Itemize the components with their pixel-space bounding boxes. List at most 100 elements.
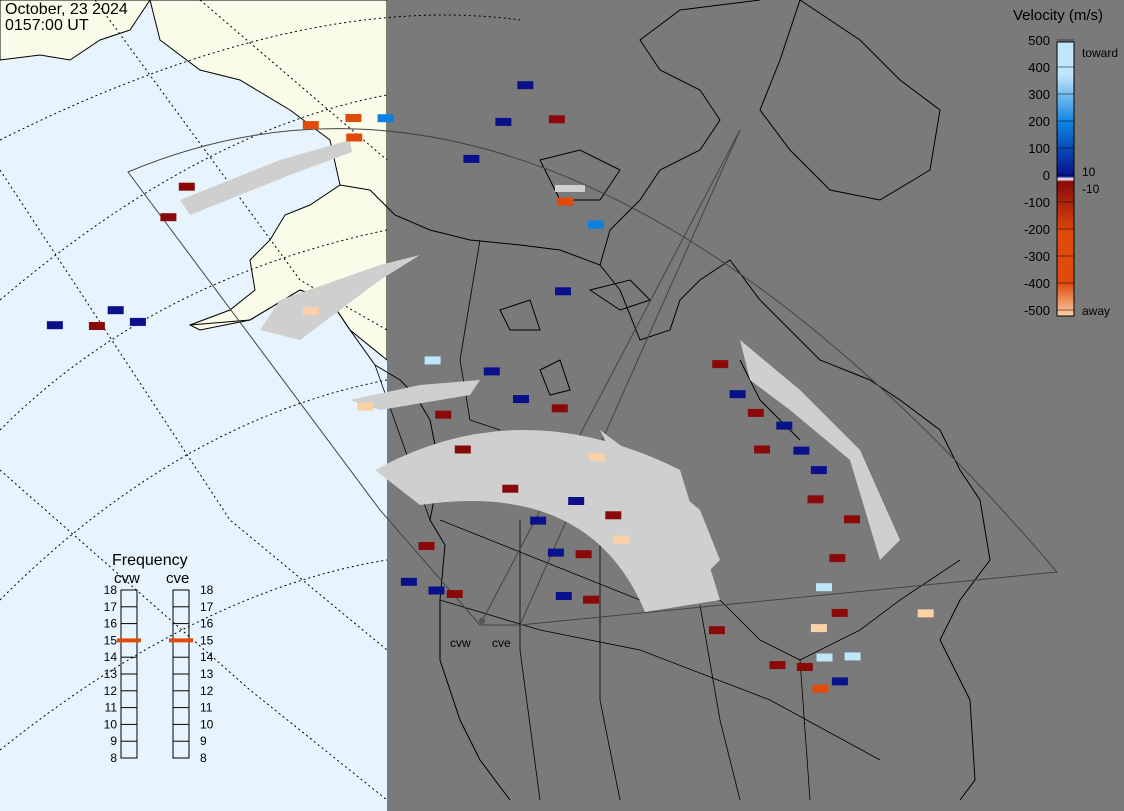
velocity-toward-label: toward bbox=[1082, 46, 1118, 60]
date-label: October, 23 2024 bbox=[5, 1, 128, 18]
velocity-tick-label: -500 bbox=[1024, 303, 1050, 318]
frequency-tick-label: 11 bbox=[105, 701, 118, 715]
velocity-cell bbox=[547, 548, 564, 557]
velocity-cell bbox=[810, 466, 827, 475]
velocity-cell bbox=[816, 653, 833, 662]
velocity-cell bbox=[517, 81, 534, 90]
velocity-cell bbox=[302, 307, 319, 316]
frequency-tick-label: 9 bbox=[110, 734, 117, 748]
velocity-cell bbox=[810, 624, 827, 633]
frequency-legend-title: Frequency bbox=[112, 552, 188, 569]
frequency-tick-label: 13 bbox=[104, 667, 118, 681]
velocity-colorbar bbox=[1056, 41, 1075, 317]
velocity-legend: Velocity (m/s) 500 400 300 200 100 0 -100 -200 -… bbox=[1013, 7, 1118, 318]
radar-field-of-view bbox=[127, 128, 1059, 626]
velocity-cell bbox=[178, 182, 195, 191]
frequency-tick-label: 17 bbox=[104, 600, 118, 614]
velocity-tick-label: 100 bbox=[1028, 141, 1050, 156]
velocity-tick-label: 500 bbox=[1028, 33, 1050, 48]
frequency-tick-label: 10 bbox=[200, 717, 214, 731]
velocity-cell bbox=[831, 677, 848, 686]
time-label: 0157:00 UT bbox=[5, 17, 89, 34]
radar-site-label-cve: cve bbox=[492, 636, 511, 650]
velocity-cell bbox=[829, 554, 846, 563]
velocity-cell bbox=[463, 154, 480, 163]
velocity-cell bbox=[377, 114, 394, 123]
velocity-cell bbox=[575, 550, 592, 559]
frequency-tick-label: 9 bbox=[200, 734, 207, 748]
velocity-cell bbox=[495, 117, 512, 126]
frequency-legend: Frequency cvw18171615141312111098cve1817… bbox=[104, 552, 214, 765]
velocity-cell bbox=[446, 590, 463, 598]
velocity-tick-label: 400 bbox=[1028, 60, 1050, 75]
frequency-tick-label: 18 bbox=[104, 583, 118, 597]
velocity-cell bbox=[613, 535, 630, 544]
velocity-cell bbox=[46, 321, 63, 330]
velocity-cell bbox=[483, 367, 500, 376]
graticule bbox=[0, 0, 521, 801]
frequency-tick-label: 18 bbox=[200, 583, 214, 597]
velocity-cell bbox=[107, 306, 124, 315]
velocity-cell bbox=[712, 360, 729, 369]
velocity-cell bbox=[555, 287, 571, 296]
radar-sites: cvw cve bbox=[450, 618, 511, 650]
velocity-cell bbox=[754, 445, 771, 454]
velocity-cell bbox=[729, 390, 746, 399]
velocity-tick-label: 0 bbox=[1043, 168, 1050, 183]
velocity-cell bbox=[88, 322, 105, 330]
velocity-cell bbox=[502, 484, 519, 493]
velocity-cell bbox=[583, 595, 599, 604]
velocity-cell bbox=[587, 220, 604, 229]
velocity-cell bbox=[844, 515, 860, 524]
velocity-cell bbox=[605, 511, 622, 520]
frequency-tick-label: 14 bbox=[200, 650, 214, 664]
velocity-cell bbox=[548, 115, 565, 124]
velocity-cell bbox=[160, 213, 177, 222]
frequency-tick-label: 10 bbox=[104, 717, 118, 731]
velocity-tick-label: -200 bbox=[1024, 222, 1050, 237]
velocity-cell bbox=[557, 197, 574, 206]
frequency-tick-label: 12 bbox=[104, 684, 118, 698]
velocity-cell bbox=[418, 542, 435, 550]
velocity-tick-label: 200 bbox=[1028, 114, 1050, 129]
frequency-tick-label: 16 bbox=[104, 617, 118, 631]
velocity-cell bbox=[747, 408, 764, 417]
velocity-away-label: away bbox=[1082, 304, 1110, 318]
velocity-tick-label: -300 bbox=[1024, 249, 1050, 264]
velocity-cell bbox=[588, 453, 605, 462]
velocity-cell bbox=[129, 317, 146, 326]
velocity-cell bbox=[513, 395, 529, 404]
velocity-cell bbox=[807, 495, 824, 504]
velocity-cell bbox=[793, 446, 810, 455]
velocity-cell bbox=[917, 609, 934, 618]
frequency-tick-label: 12 bbox=[200, 684, 214, 698]
frequency-tick-label: 13 bbox=[200, 667, 214, 681]
velocity-cell bbox=[435, 410, 452, 419]
radar-site-marker bbox=[479, 618, 485, 624]
velocity-cells bbox=[46, 81, 934, 693]
velocity-cell bbox=[454, 445, 471, 454]
velocity-tick-label: -100 bbox=[1024, 195, 1050, 210]
velocity-cell bbox=[568, 497, 585, 505]
velocity-threshold-neg: -10 bbox=[1082, 182, 1100, 196]
daylight-ocean bbox=[0, 0, 387, 811]
velocity-cell bbox=[345, 114, 362, 122]
velocity-cell bbox=[428, 586, 445, 595]
velocity-cell bbox=[769, 661, 786, 670]
velocity-cell bbox=[530, 516, 547, 525]
frequency-tick-label: 17 bbox=[200, 600, 214, 614]
velocity-cell bbox=[357, 402, 374, 411]
velocity-cell bbox=[831, 608, 848, 617]
frequency-tick-label: 11 bbox=[200, 701, 213, 715]
velocity-cell bbox=[555, 592, 572, 600]
velocity-tick-label: 300 bbox=[1028, 87, 1050, 102]
frequency-tick-label: 16 bbox=[200, 617, 214, 631]
radar-site-label-cvw: cvw bbox=[450, 636, 471, 650]
frequency-tick-label: 8 bbox=[110, 751, 117, 765]
frequency-tick-label: 15 bbox=[200, 633, 214, 647]
velocity-tick-label: -400 bbox=[1024, 276, 1050, 291]
velocity-cell bbox=[708, 626, 725, 635]
frequency-selected-marker bbox=[169, 638, 193, 643]
velocity-cell bbox=[816, 583, 832, 592]
